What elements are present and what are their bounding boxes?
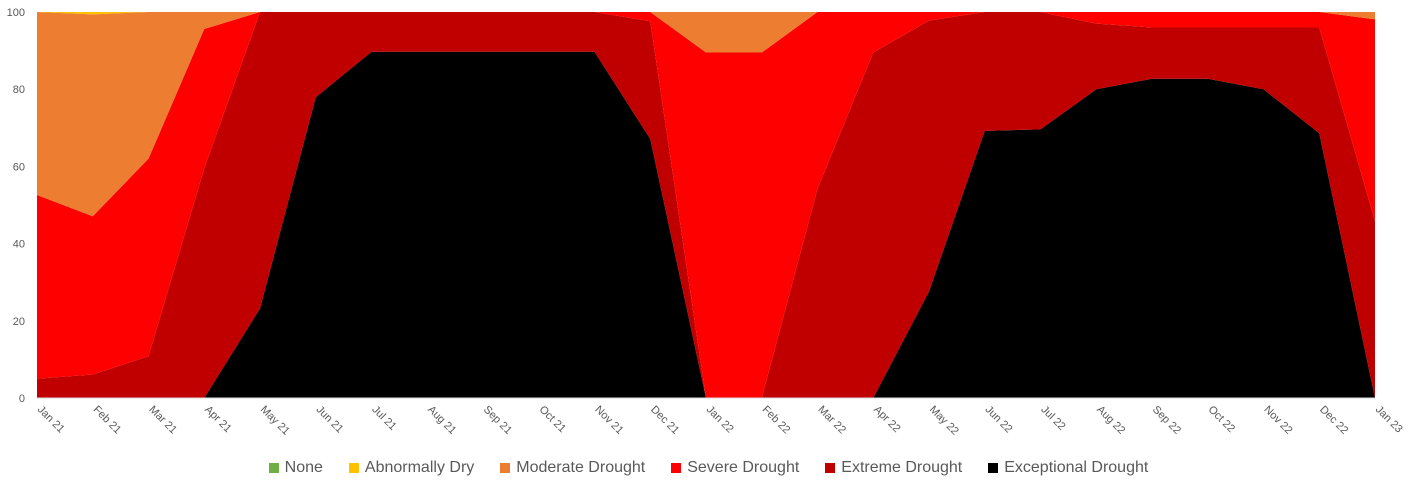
area-severe-drought bbox=[37, 12, 1375, 398]
x-tick-label: Oct 21 bbox=[537, 404, 568, 435]
x-tick-label: Jun 22 bbox=[983, 404, 1015, 436]
y-tick-label: 40 bbox=[13, 239, 25, 251]
x-tick-label: Nov 22 bbox=[1261, 404, 1294, 437]
x-tick-label: Dec 22 bbox=[1317, 404, 1350, 437]
x-tick-label: May 21 bbox=[258, 404, 292, 438]
x-tick-label: May 22 bbox=[927, 404, 961, 438]
x-tick-label: Feb 21 bbox=[91, 404, 124, 437]
x-tick-label: Sep 21 bbox=[481, 404, 514, 437]
legend-swatch bbox=[671, 463, 682, 473]
area-exceptional-drought bbox=[37, 51, 1375, 398]
legend-label: Moderate Drought bbox=[516, 459, 646, 476]
x-tick-label: Apr 22 bbox=[871, 404, 902, 435]
y-tick-label: 60 bbox=[13, 161, 25, 173]
legend-item: Severe Drought bbox=[671, 459, 799, 477]
x-tick-label: Jul 21 bbox=[369, 404, 398, 433]
y-tick-label: 0 bbox=[19, 393, 25, 405]
legend-item: Extreme Drought bbox=[825, 459, 962, 477]
x-tick-label: Sep 22 bbox=[1150, 404, 1183, 437]
legend-swatch bbox=[348, 463, 359, 473]
legend-item: None bbox=[268, 459, 323, 477]
x-tick-label: Oct 22 bbox=[1206, 404, 1237, 435]
legend-label: Exceptional Drought bbox=[1004, 459, 1149, 476]
area-extreme-drought bbox=[37, 12, 1375, 398]
legend-swatch bbox=[500, 463, 511, 473]
legend-label: Extreme Drought bbox=[841, 459, 963, 476]
x-tick-label: Mar 22 bbox=[815, 404, 848, 437]
area-layers bbox=[37, 12, 1375, 398]
legend-item: Exceptional Drought bbox=[988, 459, 1148, 477]
x-tick-label: Feb 22 bbox=[760, 404, 793, 437]
x-tick-label: Jan 21 bbox=[35, 404, 67, 436]
legend-swatch bbox=[268, 463, 279, 473]
area-moderate-drought bbox=[37, 12, 1375, 217]
legend-label: None bbox=[284, 459, 323, 476]
chart-legend: None Abnormally Dry Moderate Drought Severe… bbox=[0, 457, 1417, 479]
x-tick-label: Jan 22 bbox=[704, 404, 736, 436]
x-tick-label: Jun 21 bbox=[314, 404, 346, 436]
x-tick-label: Mar 21 bbox=[146, 404, 179, 437]
legend-item: Moderate Drought bbox=[500, 459, 645, 477]
x-tick-label: Nov 21 bbox=[592, 404, 625, 437]
x-tick-label: Aug 22 bbox=[1094, 404, 1127, 437]
x-tick-label: Aug 21 bbox=[425, 404, 458, 437]
legend-swatch bbox=[988, 463, 999, 473]
y-tick-label: 20 bbox=[13, 316, 25, 328]
legend-item: Abnormally Dry bbox=[348, 459, 475, 477]
x-tick-label: Jul 22 bbox=[1038, 404, 1067, 433]
x-tick-label: Jan 23 bbox=[1373, 404, 1405, 436]
legend-swatch bbox=[825, 463, 836, 473]
x-tick-label: Apr 21 bbox=[202, 404, 233, 435]
legend-label: Abnormally Dry bbox=[364, 459, 475, 476]
y-tick-label: 80 bbox=[13, 84, 25, 96]
x-tick-label: Dec 21 bbox=[648, 404, 681, 437]
legend-label: Severe Drought bbox=[687, 459, 800, 476]
y-tick-label: 100 bbox=[7, 7, 25, 19]
